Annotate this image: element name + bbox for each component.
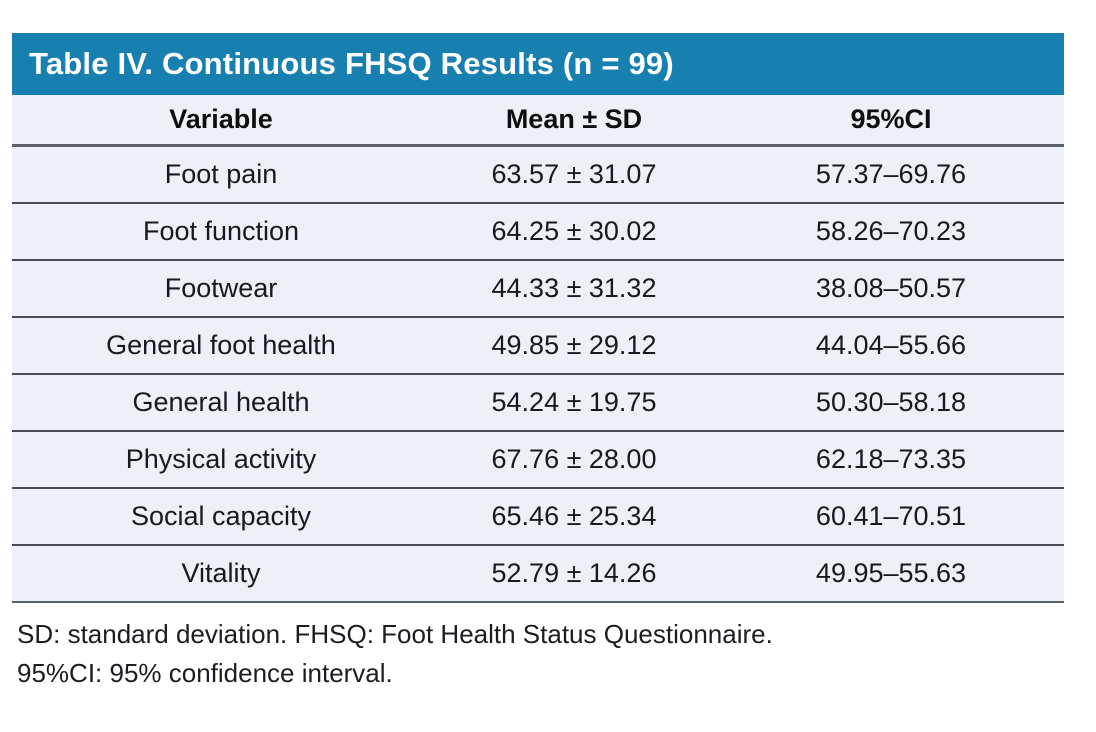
row-95ci-cell: 57.37–69.76	[815, 159, 967, 189]
row-95ci-cell: 44.04–55.66	[815, 330, 967, 360]
column-header-95ci: 95%CI	[850, 104, 932, 134]
table-body: Foot pain 63.57 ± 31.07 57.37–69.76 Foot fu…	[12, 147, 1064, 603]
table-header-row: Variable Mean ± SD 95%CI	[12, 95, 1064, 147]
table-row: Social capacity 65.46 ± 25.34 60.41–70.51	[12, 489, 1064, 546]
row-95ci-cell: 38.08–50.57	[815, 273, 967, 303]
footnote-abbreviations: SD: standard deviation. FHSQ: Foot Healt…	[17, 619, 773, 649]
footnote-ci-definition: 95%CI: 95% confidence interval.	[17, 658, 393, 688]
row-95ci-cell: 62.18–73.35	[815, 444, 967, 474]
table-row: General health 54.24 ± 19.75 50.30–58.18	[12, 375, 1064, 432]
row-mean-sd-cell: 54.24 ± 19.75	[491, 387, 657, 417]
table-row: General foot health 49.85 ± 29.12 44.04–55…	[12, 318, 1064, 375]
table-row: Foot pain 63.57 ± 31.07 57.37–69.76	[12, 147, 1064, 204]
row-95ci-cell: 49.95–55.63	[815, 558, 967, 588]
row-variable-cell: General foot health	[106, 330, 336, 360]
row-variable-cell: Foot pain	[164, 159, 278, 189]
table-row: Footwear 44.33 ± 31.32 38.08–50.57	[12, 261, 1064, 318]
row-mean-sd-cell: 67.76 ± 28.00	[491, 444, 657, 474]
row-95ci-cell: 50.30–58.18	[815, 387, 967, 417]
row-variable-cell: Vitality	[181, 558, 261, 588]
fhsq-results-table: Table IV. Continuous FHSQ Results (n = 9…	[12, 33, 1064, 693]
row-mean-sd-cell: 65.46 ± 25.34	[491, 501, 657, 531]
row-variable-cell: Footwear	[164, 273, 278, 303]
row-variable-cell: General health	[132, 387, 310, 417]
column-header-variable: Variable	[169, 104, 273, 134]
row-mean-sd-cell: 63.57 ± 31.07	[491, 159, 657, 189]
row-mean-sd-cell: 44.33 ± 31.32	[491, 273, 657, 303]
row-variable-cell: Foot function	[142, 216, 300, 246]
row-mean-sd-cell: 49.85 ± 29.12	[491, 330, 657, 360]
table-title-bar: Table IV. Continuous FHSQ Results (n = 9…	[12, 33, 1064, 95]
table-title: Table IV. Continuous FHSQ Results (n = 9…	[29, 46, 674, 81]
table-row: Vitality 52.79 ± 14.26 49.95–55.63	[12, 546, 1064, 603]
table-row: Foot function 64.25 ± 30.02 58.26–70.23	[12, 204, 1064, 261]
table-footnotes: SD: standard deviation. FHSQ: Foot Healt…	[12, 615, 1064, 693]
row-variable-cell: Social capacity	[130, 501, 312, 531]
row-95ci-cell: 60.41–70.51	[815, 501, 967, 531]
row-95ci-cell: 58.26–70.23	[815, 216, 967, 246]
table-row: Physical activity 67.76 ± 28.00 62.18–73.3…	[12, 432, 1064, 489]
column-header-mean-sd: Mean ± SD	[505, 104, 643, 134]
row-mean-sd-cell: 64.25 ± 30.02	[491, 216, 657, 246]
row-variable-cell: Physical activity	[125, 444, 317, 474]
row-mean-sd-cell: 52.79 ± 14.26	[491, 558, 657, 588]
